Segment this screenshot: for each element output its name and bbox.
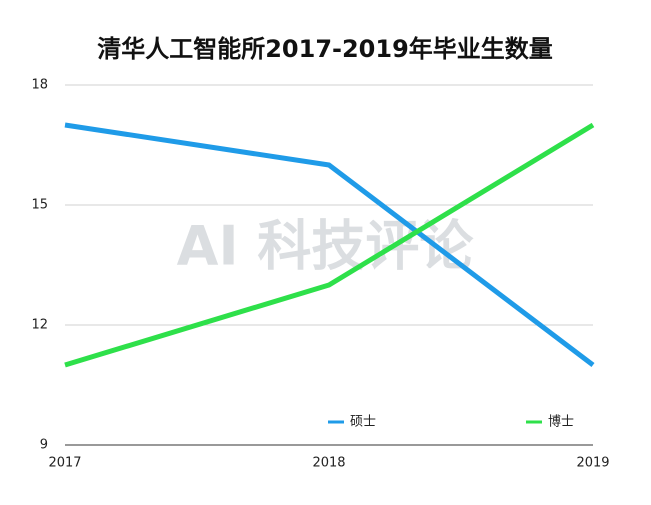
legend-label: 硕士 <box>350 415 376 430</box>
y-tick-label: 15 <box>31 198 48 213</box>
x-tick-label: 2019 <box>576 456 609 471</box>
legend-label: 博士 <box>548 415 574 430</box>
y-tick-label: 9 <box>40 438 48 453</box>
chart-title: 清华人工智能所2017-2019年毕业生数量 <box>97 35 553 63</box>
x-tick-label: 2018 <box>312 456 345 471</box>
x-tick-label: 2017 <box>48 456 81 471</box>
y-tick-label: 12 <box>31 318 48 333</box>
series-line <box>64 122 595 368</box>
y-tick-label: 18 <box>31 78 48 93</box>
series-line <box>64 122 595 367</box>
